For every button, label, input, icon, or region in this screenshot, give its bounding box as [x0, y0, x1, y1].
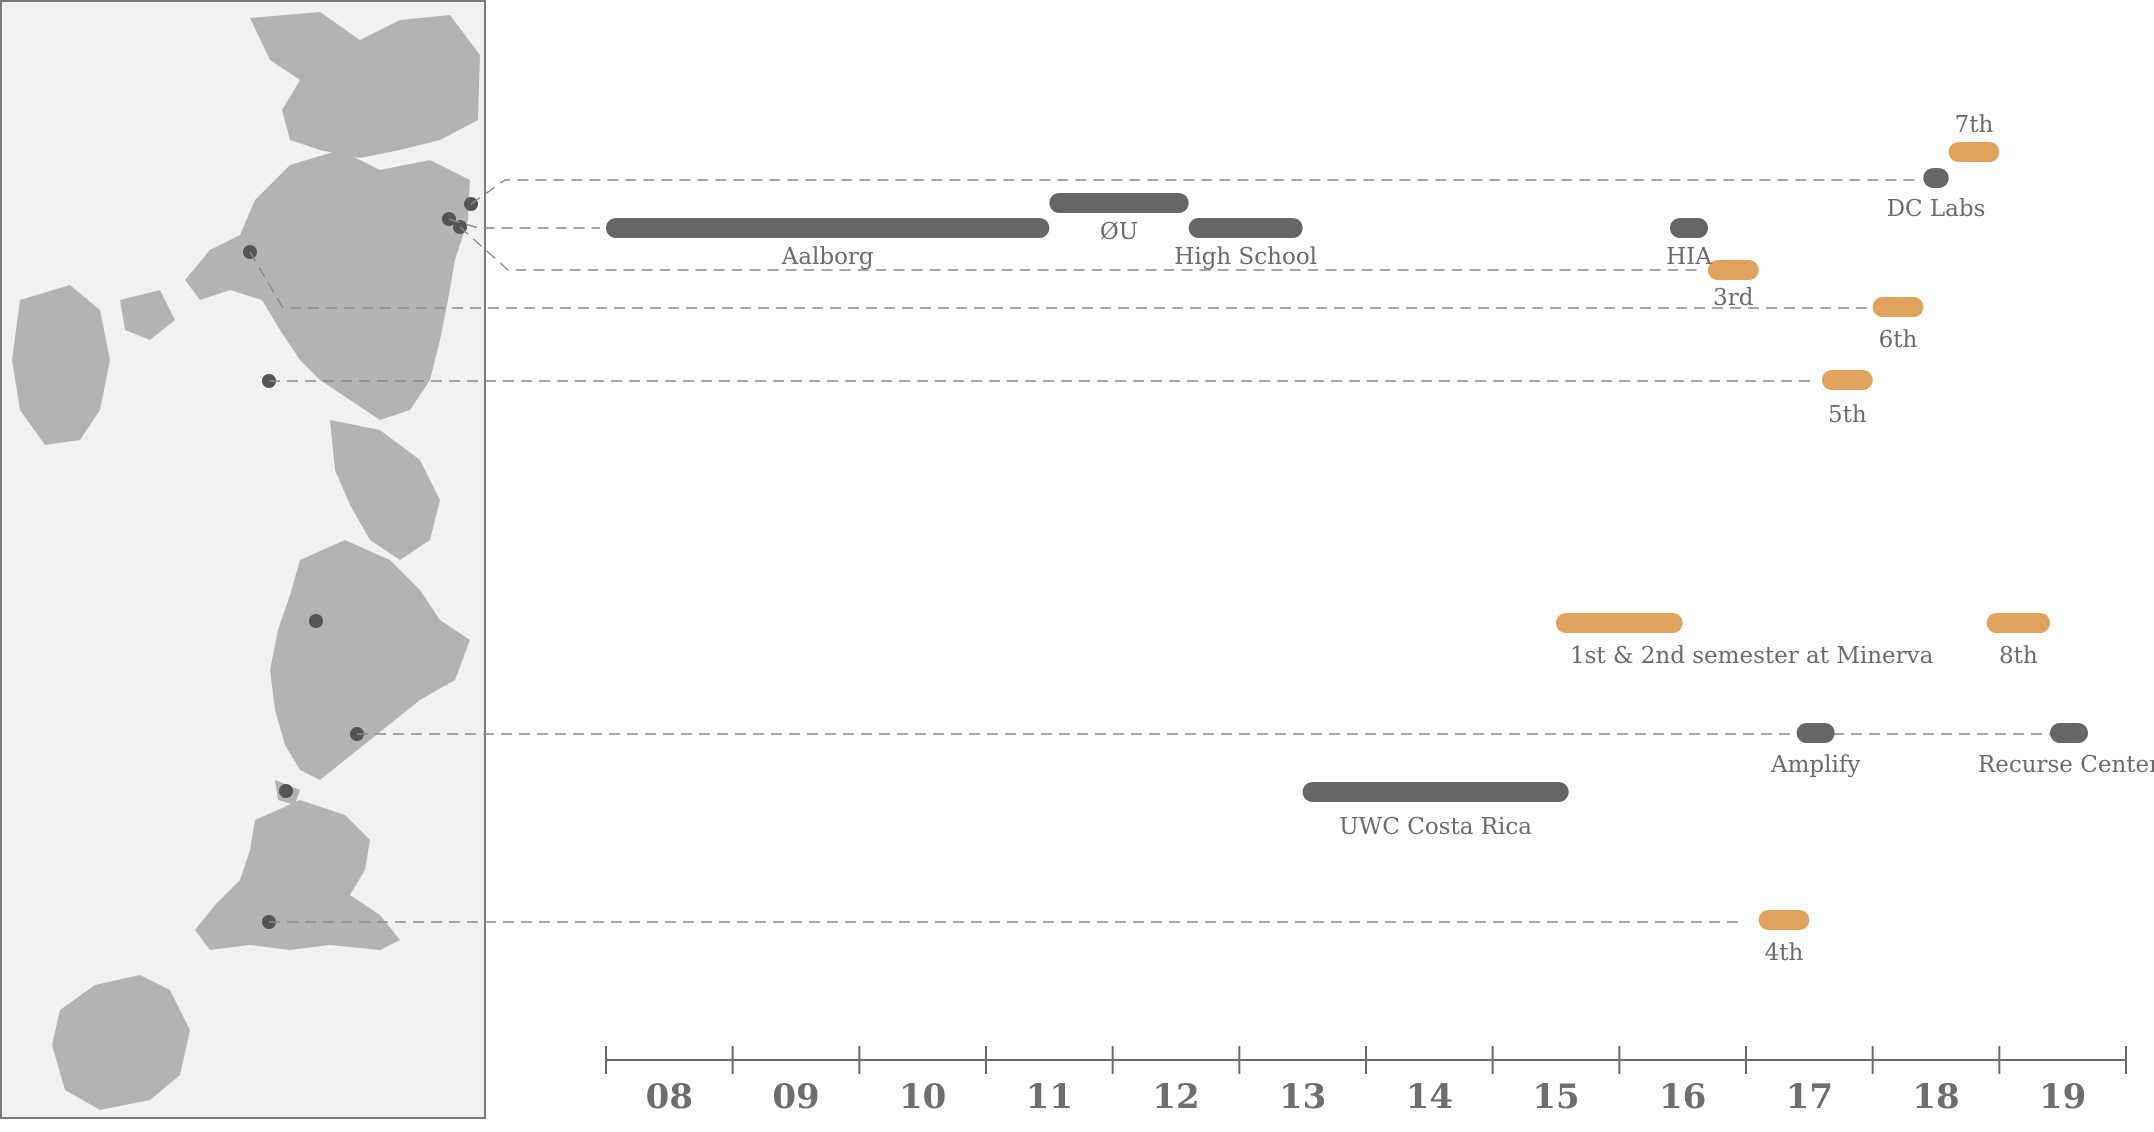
- label-hia: HIA: [1666, 244, 1712, 270]
- pin-costa-rica: [279, 784, 293, 798]
- landmass-south-america: [195, 800, 400, 950]
- guide-lines: [249, 179, 2055, 923]
- label-sem8: 8th: [1999, 643, 2038, 669]
- landmass-antarctica: [52, 975, 190, 1110]
- axis-tick-label: 14: [1406, 1077, 1453, 1117]
- axis-tick-label: 08: [646, 1077, 693, 1117]
- guide-india: [249, 251, 1870, 309]
- label-amplify: Amplify: [1770, 752, 1860, 778]
- axis-tick-label: 18: [1912, 1077, 1959, 1117]
- landmasses: [12, 12, 480, 1110]
- axis-tick-label: 19: [2039, 1077, 2086, 1117]
- label-sem3: 3rd: [1713, 285, 1754, 311]
- axis-tick-label: 15: [1532, 1077, 1579, 1117]
- label-uwc: UWC Costa Rica: [1339, 814, 1532, 840]
- axis-tick-label: 09: [772, 1077, 819, 1117]
- guide-aalborg: [448, 218, 600, 229]
- axis-tick-label: 17: [1786, 1077, 1833, 1117]
- label-sem6: 6th: [1879, 327, 1918, 353]
- year-axis: 08 09 10 11 12 13 14 15 16 17 18 19: [605, 1046, 2127, 1117]
- label-sem5: 5th: [1828, 402, 1867, 428]
- guide-norway: [459, 226, 1700, 271]
- landmass-arctic: [250, 12, 480, 158]
- world-map: [0, 0, 486, 1119]
- landmass-africa: [330, 420, 440, 560]
- landmass-island-a: [120, 290, 175, 340]
- axis-tick-label: 10: [899, 1077, 946, 1117]
- label-dclabs: DC Labs: [1887, 196, 1986, 222]
- landmass-north-america: [270, 540, 470, 780]
- label-ou: ØU: [1100, 219, 1138, 245]
- guide-dclabs: [470, 179, 1920, 205]
- label-sem4: 4th: [1765, 940, 1804, 966]
- pin-sf: [309, 614, 323, 628]
- landmass-eurasia: [185, 150, 470, 420]
- axis-tick-label: 16: [1659, 1077, 1706, 1117]
- timeline-bar-labels: Aalborg ØU High School HIA DC Labs UWC Costa …: [781, 112, 2154, 966]
- label-sem12: 1st & 2nd semester at Minerva: [1570, 643, 1934, 669]
- timeline-bars: [606, 142, 2088, 930]
- label-aalborg: Aalborg: [781, 244, 874, 270]
- label-sem7: 7th: [1955, 112, 1994, 138]
- axis-tick-label: 11: [1026, 1077, 1073, 1117]
- label-highschool: High School: [1174, 244, 1317, 270]
- axis-tick-label: 12: [1152, 1077, 1199, 1117]
- axis-tick-label: 13: [1279, 1077, 1326, 1117]
- label-recurse: Recurse Center: [1978, 752, 2154, 778]
- landmass-oceania: [12, 285, 110, 445]
